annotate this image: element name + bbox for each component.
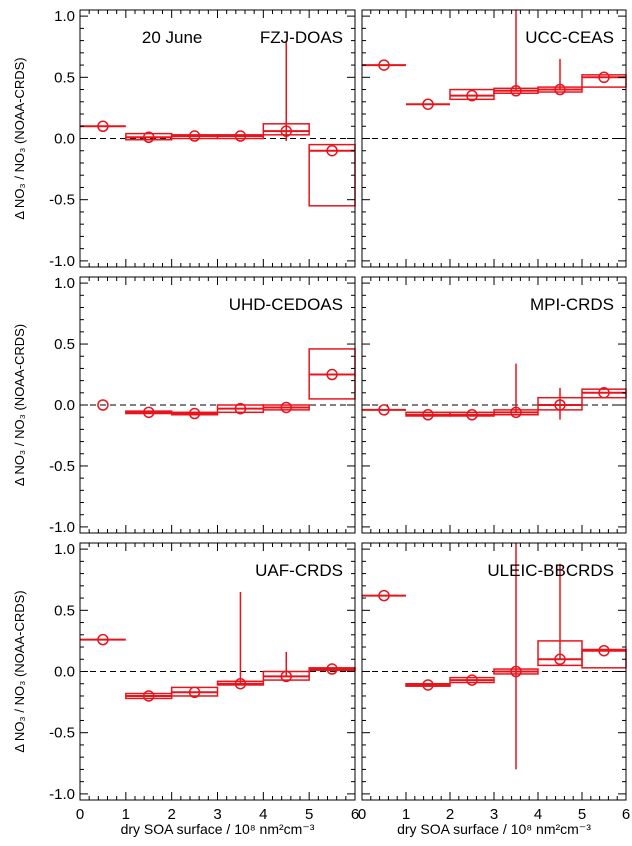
median-marker xyxy=(422,679,434,691)
y-tick-label: 0.0 xyxy=(54,397,75,414)
x-tick-label: 2 xyxy=(167,806,175,823)
median-marker xyxy=(234,402,247,415)
x-tick-label: 0 xyxy=(358,806,366,823)
median-marker xyxy=(143,690,155,702)
panel: -1.0 -0.5 0.0 0.5 1.0 UHD-CEDOAS Δ NO₃ / NO₃ (… xyxy=(12,275,356,536)
panel-title: FZJ-DOAS xyxy=(260,28,343,47)
x-tick-label: 6 xyxy=(622,806,630,823)
panel: UCC-CEAS xyxy=(361,9,627,268)
y-tick-label: -1.0 xyxy=(49,786,75,803)
panel-title: ULEIC-BBCRDS xyxy=(487,561,614,580)
panel: -1.0 -0.5 0.0 0.5 1.0 0 1 2 3 4 5 6 UAF-CRDS Δ NO₃ / … xyxy=(12,541,359,837)
y-tick-label: 0.5 xyxy=(54,602,75,619)
y-tick-label: -0.5 xyxy=(49,458,75,475)
median-marker xyxy=(188,130,201,142)
iqr-box xyxy=(308,143,356,207)
median-marker xyxy=(554,83,566,96)
y-tick-label: 1.0 xyxy=(54,541,75,558)
y-tick-label: -1.0 xyxy=(49,253,75,270)
median-marker xyxy=(143,131,155,144)
panel: MPI-CRDS xyxy=(361,276,627,534)
x-tick-label: 4 xyxy=(534,806,542,823)
panel-annotation: 20 June xyxy=(142,28,203,47)
y-axis-label: Δ NO₃ / NO₃ (NOAA-CRDS) xyxy=(12,57,27,219)
x-tick-label: 5 xyxy=(305,806,313,823)
y-tick-label: 1.0 xyxy=(54,8,75,25)
y-tick-label: 0.0 xyxy=(54,664,75,681)
y-tick-label: 0.0 xyxy=(54,131,75,148)
y-tick-label: 0.5 xyxy=(54,69,75,86)
y-tick-label: -1.0 xyxy=(49,519,75,536)
x-tick-label: 3 xyxy=(490,806,498,823)
y-tick-label: -0.5 xyxy=(49,725,75,742)
x-tick-label: 0 xyxy=(76,806,84,823)
median-marker xyxy=(466,89,478,102)
median-marker xyxy=(280,401,292,414)
median-marker xyxy=(598,644,610,657)
x-tick-label: 2 xyxy=(446,806,454,823)
median-marker xyxy=(598,387,610,399)
median-marker xyxy=(422,98,434,110)
x-tick-label: 1 xyxy=(122,806,130,823)
y-axis-label: Δ NO₃ / NO₃ (NOAA-CRDS) xyxy=(12,590,27,752)
median-marker xyxy=(97,399,109,411)
median-marker xyxy=(554,399,566,411)
median-marker xyxy=(510,85,522,97)
x-tick-label: 4 xyxy=(259,806,267,823)
median-marker xyxy=(234,677,247,690)
median-marker xyxy=(554,653,566,666)
median-marker xyxy=(280,125,292,137)
median-marker xyxy=(97,633,109,646)
median-marker xyxy=(378,589,390,602)
x-tick-label: 3 xyxy=(213,806,221,823)
median-marker xyxy=(97,120,109,133)
panel: -1.0 -0.5 0.0 0.5 1.0 FZJ-DOAS 20 June Δ NO₃ / … xyxy=(12,8,356,270)
median-marker xyxy=(378,59,390,71)
iqr-box xyxy=(581,648,627,669)
median-marker xyxy=(280,670,292,683)
median-marker xyxy=(598,71,610,84)
median-marker xyxy=(143,406,155,419)
iqr-box xyxy=(449,88,495,101)
median-marker xyxy=(326,144,338,157)
median-marker xyxy=(188,407,201,420)
median-marker xyxy=(510,665,522,678)
median-marker xyxy=(188,686,201,699)
median-marker xyxy=(326,368,338,381)
y-axis-label: Δ NO₃ / NO₃ (NOAA-CRDS) xyxy=(12,324,27,486)
x-axis-label: dry SOA surface / 10⁸ nm²cm⁻³ xyxy=(397,821,591,837)
median-marker xyxy=(466,409,478,421)
median-marker xyxy=(378,404,390,416)
y-tick-label: 1.0 xyxy=(54,275,75,292)
x-tick-label: 6 xyxy=(351,806,359,823)
median-marker xyxy=(466,674,478,686)
median-marker xyxy=(326,663,338,675)
panel-title: UCC-CEAS xyxy=(525,28,614,47)
x-tick-label: 5 xyxy=(578,806,586,823)
panel: 0 1 2 3 4 5 6 ULEIC-BBCRDS dry SOA surface / 10⁸… xyxy=(358,542,630,837)
iqr-box xyxy=(262,123,310,136)
panel-title: UAF-CRDS xyxy=(255,561,343,580)
y-tick-label: 0.5 xyxy=(54,336,75,353)
median-marker xyxy=(422,409,434,421)
x-tick-label: 1 xyxy=(402,806,410,823)
x-axis-label: dry SOA surface / 10⁸ nm²cm⁻³ xyxy=(121,821,315,837)
y-tick-label: -0.5 xyxy=(49,192,75,209)
median-marker xyxy=(510,406,522,419)
median-marker xyxy=(234,130,247,142)
panel-title: UHD-CEDOAS xyxy=(229,295,343,314)
panel-title: MPI-CRDS xyxy=(530,295,614,314)
